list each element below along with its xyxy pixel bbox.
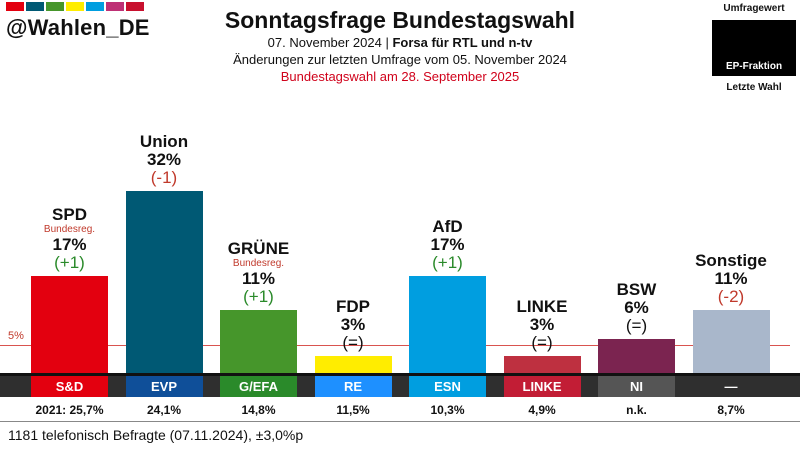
legend-fraction-label: EP-Fraktion — [725, 61, 783, 72]
legend-box: EP-Fraktion — [712, 20, 796, 76]
last-election-sonstige: 8,7% — [717, 403, 745, 417]
bar-label-sonstige: Sonstige 11% (-2) — [683, 252, 779, 306]
ep-fraction-afd: ESN — [409, 376, 486, 397]
change-label: (=) — [531, 332, 553, 352]
last-election-afd: 10,3% — [430, 403, 465, 417]
ep-fraction-spd: S&D — [31, 376, 108, 397]
ep-fraction-fdp: RE — [314, 376, 392, 397]
chart-title: Sonntagsfrage Bundestagswahl — [224, 7, 576, 33]
value-label: 11% — [714, 269, 748, 289]
party-name: SPD — [52, 205, 87, 225]
legend-poll-label: Umfragewert — [723, 3, 785, 14]
value-label: 6% — [624, 297, 649, 317]
fraction-row — [0, 376, 800, 397]
threshold-line — [0, 344, 790, 346]
value-label: 11% — [241, 269, 276, 289]
value-label: 17% — [430, 235, 465, 255]
last-election-union: 24,1% — [146, 403, 182, 417]
value-label: 3% — [529, 314, 555, 334]
bar-sonstige — [692, 310, 770, 373]
bar-afd — [409, 276, 486, 373]
bar-label-grüne: GRÜNE Bundesreg. 11% (+1) — [211, 240, 307, 306]
color-stripe — [26, 2, 44, 11]
color-stripe — [126, 2, 144, 11]
last-election-linke: 4,9% — [528, 403, 556, 417]
bar-label-bsw: BSW 6% (=) — [589, 279, 685, 335]
change-label: (+1) — [432, 253, 463, 273]
footer-separator — [0, 421, 800, 422]
bar-label-union: Union 32% (-1) — [116, 131, 212, 187]
bar-union — [125, 190, 203, 373]
bar-linke — [503, 355, 581, 373]
value-label: 17% — [52, 235, 87, 255]
party-name: GRÜNE — [227, 239, 290, 259]
last-election-fdp: 11,5% — [336, 403, 370, 417]
color-stripe — [66, 2, 84, 11]
ep-fraction-sonstige: — — [692, 376, 770, 397]
value-label: 3% — [340, 314, 366, 334]
last-election-bsw: n.k. — [626, 403, 647, 417]
bar-label-afd: AfD 17% (+1) — [400, 218, 496, 272]
change-label: (-2) — [717, 287, 745, 307]
party-name: FDP — [336, 296, 370, 316]
chart-header: Sonntagsfrage Bundestagswahl 07. Novembe… — [150, 6, 650, 85]
bar-bsw — [598, 338, 675, 373]
color-stripes — [6, 2, 146, 11]
ep-fraction-union: EVP — [125, 376, 203, 397]
election-note: Bundestagswahl am 28. September 2025 — [280, 69, 520, 84]
party-note: Bundesreg. — [43, 224, 96, 236]
baseline — [0, 373, 800, 376]
poll-source: Forsa für RTL und n-tv — [392, 35, 533, 50]
color-stripe — [6, 2, 24, 11]
party-name: LINKE — [516, 296, 568, 316]
bar-grüne — [220, 310, 297, 373]
poll-date: 07. November 2024 | — [267, 35, 393, 50]
change-label: (+1) — [54, 253, 85, 273]
bar-label-linke: LINKE 3% (=) — [494, 296, 590, 352]
change-label: (=) — [342, 332, 364, 352]
changes-note: Änderungen zur letzten Umfrage vom 05. N… — [233, 52, 567, 67]
last-election-grüne: 14,8% — [241, 403, 276, 417]
party-note: Bundesreg. — [232, 258, 285, 270]
color-stripe — [46, 2, 64, 11]
bar-label-spd: SPD Bundesreg. 17% (+1) — [22, 206, 118, 272]
ep-fraction-grüne: G/EFA — [220, 376, 297, 397]
color-stripe — [86, 2, 104, 11]
brand: @Wahlen_DE — [6, 2, 150, 41]
ep-fraction-bsw: NI — [598, 376, 675, 397]
party-name: Sonstige — [695, 251, 767, 271]
ep-fraction-linke: LINKE — [503, 376, 581, 397]
legend-last-election-label: Letzte Wahl — [726, 82, 782, 93]
bar-spd — [31, 276, 108, 373]
party-name: Union — [139, 131, 189, 151]
change-label: (+1) — [243, 287, 274, 307]
account-handle: @Wahlen_DE — [6, 15, 150, 40]
party-name: BSW — [616, 279, 657, 299]
legend: Umfragewert EP-Fraktion Letzte Wahl — [712, 2, 796, 94]
threshold-label: 5% — [8, 329, 24, 342]
date-source-line: 07. November 2024 | Forsa für RTL und n-… — [150, 34, 650, 51]
value-label: 32% — [146, 149, 182, 169]
bar-label-fdp: FDP 3% (=) — [305, 296, 401, 352]
last-election-spd: 2021: 25,7% — [35, 403, 104, 417]
change-label: (-1) — [150, 167, 178, 187]
color-stripe — [106, 2, 124, 11]
party-name: AfD — [432, 217, 463, 237]
footer-note: 1181 telefonisch Befragte (07.11.2024), … — [8, 427, 304, 443]
bar-fdp — [314, 355, 392, 373]
change-label: (=) — [625, 315, 648, 335]
